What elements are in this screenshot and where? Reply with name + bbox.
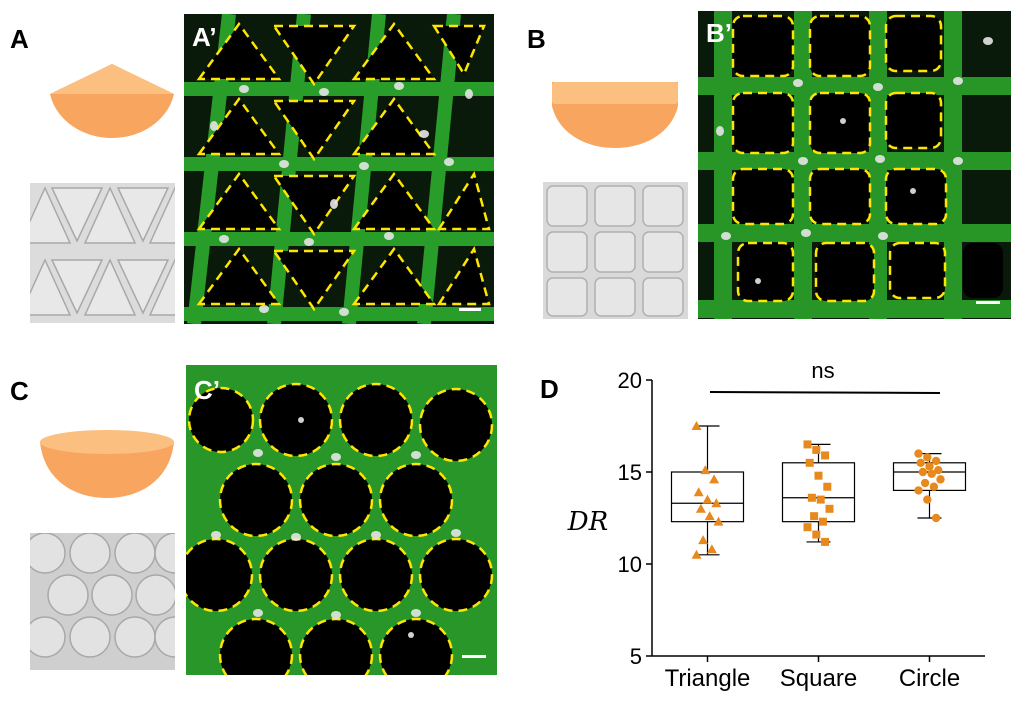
data-point-triangle: [695, 503, 706, 513]
data-point-triangle: [700, 465, 711, 475]
data-point-circle: [925, 462, 934, 471]
square-brightfield-image: [543, 182, 688, 319]
square-well-shape: [550, 78, 680, 150]
y-tick-label: 5: [630, 644, 642, 669]
data-point-circle: [920, 478, 930, 488]
triangle-well-shape: [46, 58, 178, 140]
data-point-circle: [931, 456, 941, 466]
y-tick-label: 15: [618, 460, 642, 485]
square-confocal-image: [698, 11, 1011, 319]
circle-brightfield-image: [30, 533, 175, 670]
data-point-square: [805, 458, 814, 467]
data-point-triangle: [706, 544, 717, 554]
panel-label-c-prime: C’: [194, 375, 220, 405]
data-point-circle: [927, 469, 936, 479]
data-point-circle: [929, 482, 939, 491]
data-point-square: [823, 482, 832, 491]
data-point-square: [810, 512, 819, 521]
data-point-square: [812, 445, 821, 454]
data-point-square: [816, 495, 825, 504]
data-point-square: [821, 537, 830, 546]
data-point-square: [807, 493, 816, 502]
data-point-triangle: [691, 421, 702, 430]
data-point-square: [814, 471, 823, 480]
data-point-square: [803, 440, 812, 449]
data-point-square: [825, 504, 834, 513]
panel-label-b-prime: B’: [706, 18, 732, 48]
significance-bar: [709, 391, 941, 394]
x-tick-label: Circle: [899, 665, 960, 692]
data-point-circle: [934, 465, 943, 475]
data-point-circle: [923, 495, 932, 504]
data-point-square: [818, 517, 827, 526]
y-axis-label: DR: [567, 507, 608, 537]
data-point-circle: [914, 449, 923, 458]
y-tick-label: 20: [618, 368, 642, 393]
data-point-circle: [931, 513, 941, 523]
data-point-triangle: [702, 494, 713, 504]
data-point-triangle: [693, 487, 704, 497]
panel-label-a: A: [10, 24, 29, 54]
data-point-triangle: [704, 511, 715, 521]
data-point-triangle: [709, 474, 720, 484]
data-point-triangle: [691, 549, 702, 559]
circle-confocal-image: [186, 365, 497, 675]
data-point-circle: [918, 467, 928, 477]
data-point-square: [812, 530, 821, 539]
panel-label-d: D: [540, 374, 559, 404]
data-point-circle: [923, 453, 932, 462]
data-point-circle: [936, 475, 945, 484]
data-point-circle: [916, 458, 925, 467]
panel-label-a-prime: A’: [192, 22, 217, 52]
panel-label-c: C: [10, 376, 29, 406]
data-point-triangle: [698, 535, 709, 545]
triangle-brightfield-image: [30, 183, 175, 323]
data-point-triangle: [713, 516, 724, 526]
x-tick-label: Triangle: [665, 665, 751, 692]
data-point-square: [821, 451, 830, 460]
data-point-circle: [914, 486, 923, 495]
data-point-triangle: [711, 498, 722, 508]
dr-box-plot: ns DR 5 10 15 20 Triangle Square Circle: [567, 360, 985, 692]
significance-label: ns: [811, 360, 834, 383]
circle-well-shape: [38, 428, 176, 500]
data-point-square: [803, 523, 812, 532]
x-tick-label: Square: [780, 665, 857, 692]
box: [781, 462, 856, 523]
y-tick-label: 10: [618, 552, 642, 577]
panel-label-b: B: [527, 24, 546, 54]
triangle-confocal-image: [184, 14, 494, 324]
